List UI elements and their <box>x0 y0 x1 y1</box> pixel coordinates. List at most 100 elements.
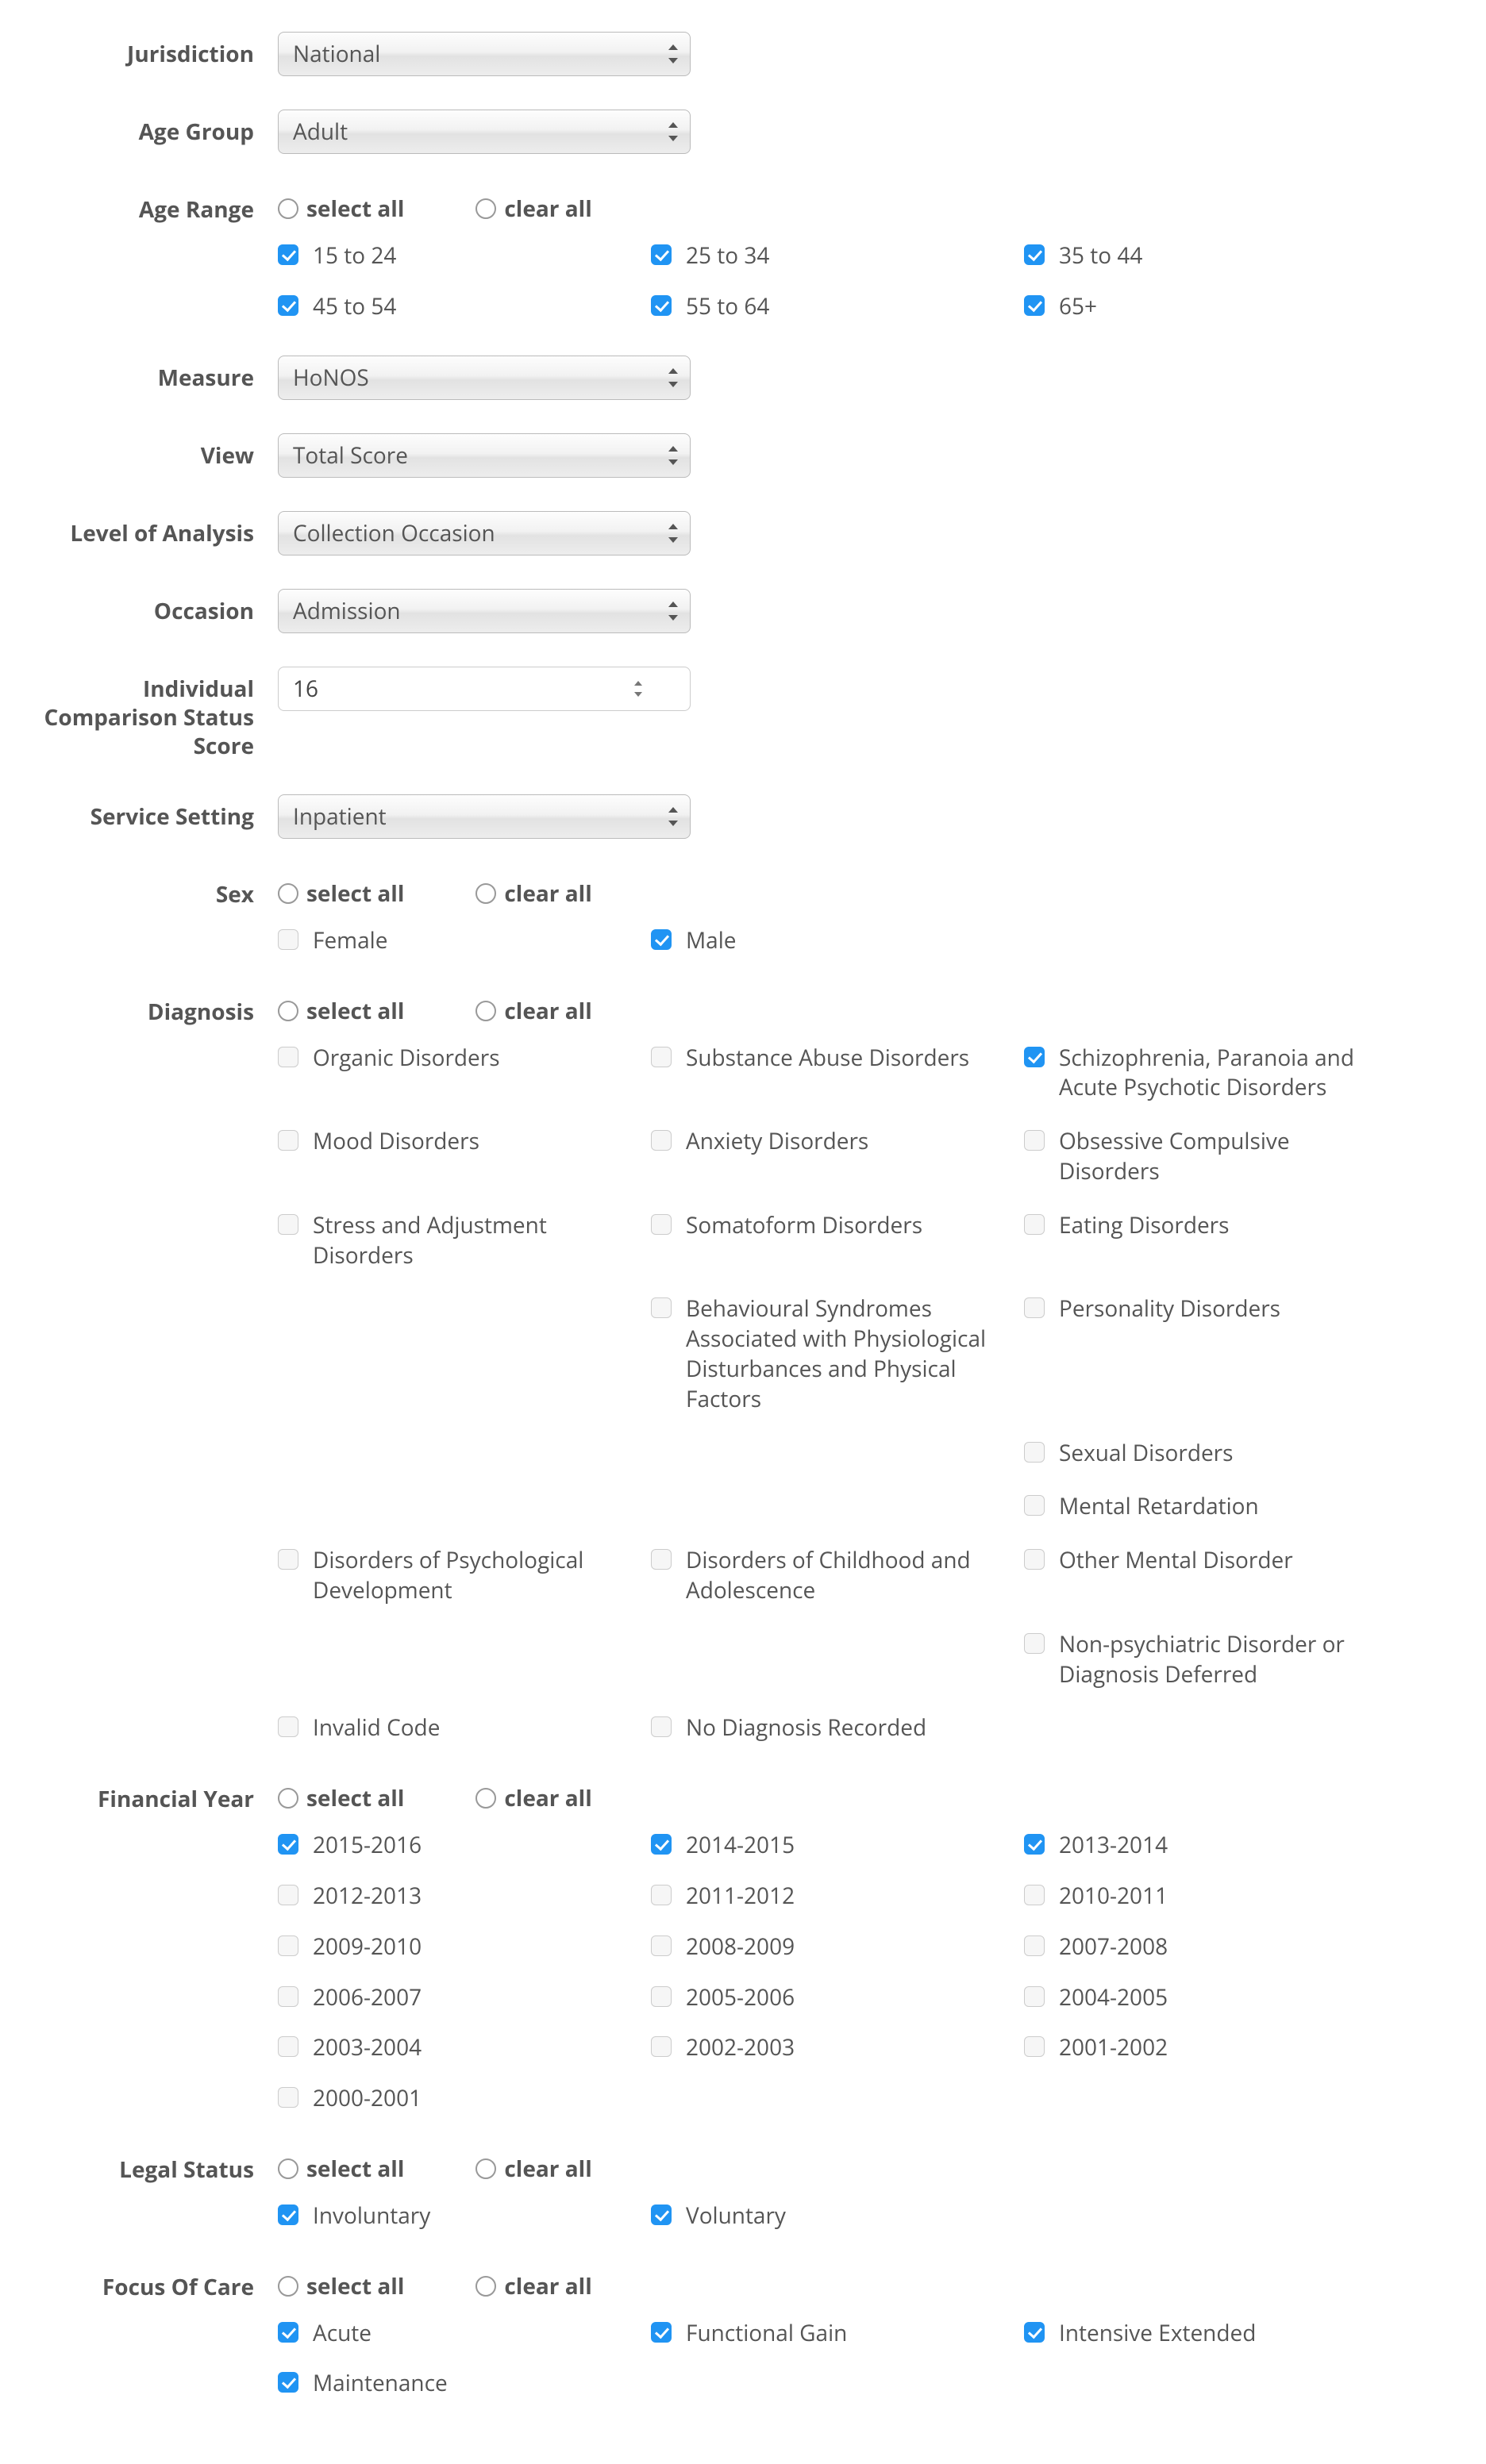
option-diagnosis-10[interactable]: Behavioural Syndromes Associated with Ph… <box>651 1294 1024 1414</box>
select-all-diagnosis[interactable]: select all <box>278 996 404 1026</box>
option-diagnosis-5[interactable]: Obsessive Compulsive Disorders <box>1024 1127 1397 1187</box>
option-diagnosis-19[interactable]: Disorders of Childhood and Adolescence <box>651 1546 1024 1606</box>
option-focus_of_care-2[interactable]: Intensive Extended <box>1024 2319 1397 2349</box>
option-age_range-1[interactable]: 25 to 34 <box>651 241 1024 271</box>
option-diagnosis-11[interactable]: Personality Disorders <box>1024 1294 1397 1324</box>
select-all-legal_status[interactable]: select all <box>278 2154 404 2184</box>
option-financial_year-5[interactable]: 2010-2011 <box>1024 1882 1397 1912</box>
select-measure[interactable]: HoNOS <box>278 356 691 400</box>
option-legal_status-0[interactable]: Involuntary <box>278 2201 651 2231</box>
checkgrid-financial_year: 2015-20162014-2015 2013-2014 2012-2013 2011… <box>278 1831 1454 2114</box>
option-financial_year-12[interactable]: 2003-2004 <box>278 2033 651 2063</box>
input-ind_comp[interactable]: 16 <box>278 667 691 711</box>
option-financial_year-0[interactable]: 2015-2016 <box>278 1831 651 1861</box>
row-diagnosis: Diagnosisselect all clear all Organic Diso… <box>32 990 1454 1744</box>
radio-icon <box>278 2276 298 2297</box>
checkbox-icon <box>1024 1214 1045 1235</box>
select-all-focus_of_care[interactable]: select all <box>278 2271 404 2301</box>
select-service[interactable]: Inpatient <box>278 794 691 839</box>
option-label: Non-psychiatric Disorder or Diagnosis De… <box>1059 1630 1373 1690</box>
option-financial_year-8[interactable]: 2007-2008 <box>1024 1932 1397 1962</box>
checkbox-icon <box>1024 1047 1045 1067</box>
option-sex-0[interactable]: Female <box>278 926 651 956</box>
option-age_range-0[interactable]: 15 to 24 <box>278 241 651 271</box>
select-all-sex[interactable]: select all <box>278 878 404 909</box>
option-financial_year-10[interactable]: 2005-2006 <box>651 1983 1024 2013</box>
row-jurisdiction: JurisdictionNational <box>32 32 1454 76</box>
option-sex-1[interactable]: Male <box>651 926 1024 956</box>
option-label: Male <box>686 926 737 956</box>
option-focus_of_care-3[interactable]: Maintenance <box>278 2369 651 2399</box>
option-age_range-2[interactable]: 35 to 44 <box>1024 241 1397 271</box>
select-view[interactable]: Total Score <box>278 433 691 478</box>
option-diagnosis-24[interactable]: Invalid Code <box>278 1713 651 1743</box>
clear-all-financial_year[interactable]: clear all <box>475 1783 591 1813</box>
option-diagnosis-2[interactable]: Schizophrenia, Paranoia and Acute Psycho… <box>1024 1044 1397 1104</box>
option-focus_of_care-0[interactable]: Acute <box>278 2319 651 2349</box>
option-legal_status-1[interactable]: Voluntary <box>651 2201 1024 2231</box>
option-diagnosis-20[interactable]: Other Mental Disorder <box>1024 1546 1397 1576</box>
option-age_range-5[interactable]: 65+ <box>1024 292 1397 322</box>
row-service: Service SettingInpatient <box>32 794 1454 839</box>
checkbox-icon <box>651 1935 672 1956</box>
option-label: 2013-2014 <box>1059 1831 1168 1861</box>
option-diagnosis-8[interactable]: Eating Disorders <box>1024 1211 1397 1241</box>
option-financial_year-4[interactable]: 2011-2012 <box>651 1882 1024 1912</box>
option-financial_year-14[interactable]: 2001-2002 <box>1024 2033 1397 2063</box>
option-age_range-3[interactable]: 45 to 54 <box>278 292 651 322</box>
option-financial_year-2[interactable]: 2013-2014 <box>1024 1831 1397 1861</box>
option-diagnosis-1[interactable]: Substance Abuse Disorders <box>651 1044 1024 1074</box>
label-view: View <box>32 433 278 470</box>
option-financial_year-3[interactable]: 2012-2013 <box>278 1882 651 1912</box>
spinner-icon <box>633 681 643 697</box>
option-diagnosis-7[interactable]: Somatoform Disorders <box>651 1211 1024 1241</box>
option-financial_year-9[interactable]: 2006-2007 <box>278 1983 651 2013</box>
option-financial_year-13[interactable]: 2002-2003 <box>651 2033 1024 2063</box>
checkbox-icon <box>278 1986 298 2007</box>
clear-all-focus_of_care[interactable]: clear all <box>475 2271 591 2301</box>
option-diagnosis-4[interactable]: Anxiety Disorders <box>651 1127 1024 1157</box>
option-diagnosis-0[interactable]: Organic Disorders <box>278 1044 651 1074</box>
option-age_range-4[interactable]: 55 to 64 <box>651 292 1024 322</box>
option-diagnosis-23[interactable]: Non-psychiatric Disorder or Diagnosis De… <box>1024 1630 1397 1690</box>
label-financial_year: Financial Year <box>32 1777 278 1813</box>
select-jurisdiction[interactable]: National <box>278 32 691 76</box>
select-all-label: select all <box>306 2271 404 2301</box>
option-label: 2004-2005 <box>1059 1983 1168 2013</box>
checkgrid-focus_of_care: AcuteFunctional GainIntensive Extended Ma… <box>278 2319 1454 2400</box>
select-all-financial_year[interactable]: select all <box>278 1783 404 1813</box>
select-level[interactable]: Collection Occasion <box>278 511 691 555</box>
clear-all-diagnosis[interactable]: clear all <box>475 996 591 1026</box>
option-financial_year-6[interactable]: 2009-2010 <box>278 1932 651 1962</box>
option-diagnosis-6[interactable]: Stress and Adjustment Disorders <box>278 1211 651 1271</box>
select-age_group[interactable]: Adult <box>278 110 691 154</box>
clear-all-legal_status[interactable]: clear all <box>475 2154 591 2184</box>
clear-all-sex[interactable]: clear all <box>475 878 591 909</box>
option-diagnosis-17[interactable]: Mental Retardation <box>1024 1492 1397 1522</box>
option-focus_of_care-1[interactable]: Functional Gain <box>651 2319 1024 2349</box>
option-financial_year-15[interactable]: 2000-2001 <box>278 2084 651 2114</box>
label-focus_of_care: Focus Of Care <box>32 2265 278 2301</box>
option-financial_year-1[interactable]: 2014-2015 <box>651 1831 1024 1861</box>
clear-all-age_range[interactable]: clear all <box>475 194 591 224</box>
checkbox-icon <box>651 244 672 265</box>
option-label: 2012-2013 <box>313 1882 422 1912</box>
label-diagnosis: Diagnosis <box>32 990 278 1026</box>
option-financial_year-11[interactable]: 2004-2005 <box>1024 1983 1397 2013</box>
select-all-label: select all <box>306 2154 404 2184</box>
option-label: 2009-2010 <box>313 1932 422 1962</box>
option-diagnosis-3[interactable]: Mood Disorders <box>278 1127 651 1157</box>
checkbox-icon <box>651 2036 672 2057</box>
select-all-age_range[interactable]: select all <box>278 194 404 224</box>
option-diagnosis-25[interactable]: No Diagnosis Recorded <box>651 1713 1024 1743</box>
clear-all-label: clear all <box>504 1783 591 1813</box>
label-age_group: Age Group <box>32 110 278 146</box>
option-diagnosis-14[interactable]: Sexual Disorders <box>1024 1439 1397 1469</box>
option-financial_year-7[interactable]: 2008-2009 <box>651 1932 1024 1962</box>
option-diagnosis-18[interactable]: Disorders of Psychological Development <box>278 1546 651 1606</box>
checkbox-icon <box>278 1130 298 1151</box>
option-label: Schizophrenia, Paranoia and Acute Psycho… <box>1059 1044 1373 1104</box>
select-occasion[interactable]: Admission <box>278 589 691 633</box>
checkbox-icon <box>278 2372 298 2393</box>
label-service: Service Setting <box>32 794 278 831</box>
